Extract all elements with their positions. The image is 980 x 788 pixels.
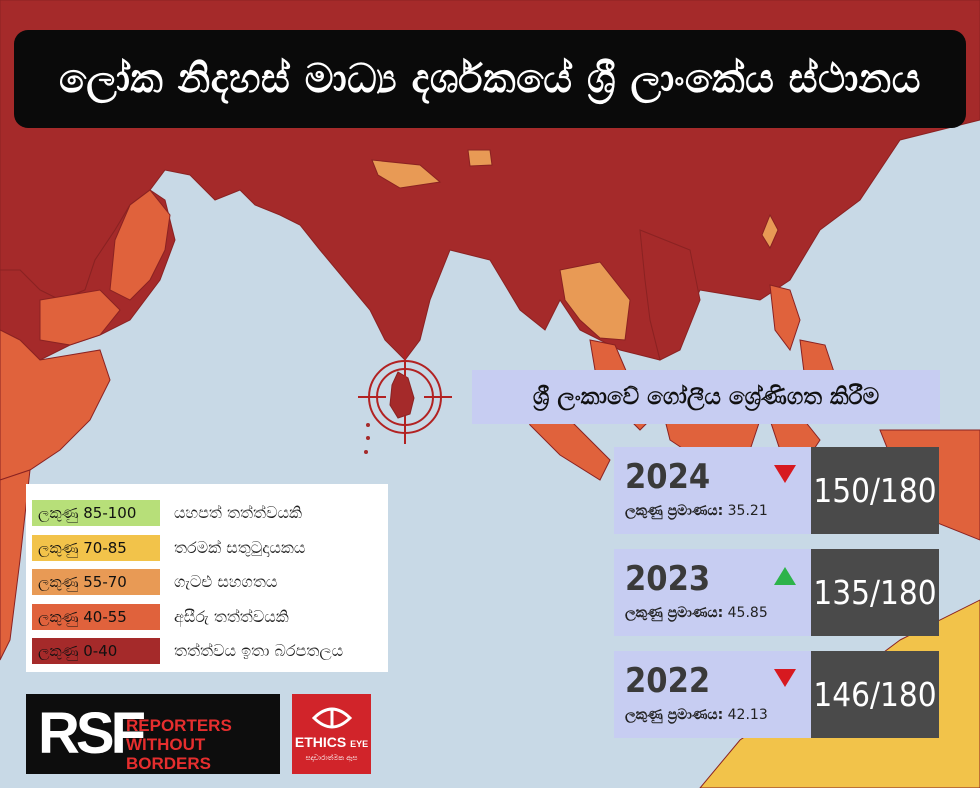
bhutan bbox=[467, 149, 493, 167]
legend-swatch: ලකුණු 0-40 bbox=[32, 638, 160, 665]
rsf-logo: RSF REPORTERS WITHOUT BORDERS bbox=[26, 694, 280, 774]
ranking-score: ලකුණු ප්‍රමාණය: 45.85 bbox=[625, 605, 768, 621]
legend-swatch: ලකුණු 70-85 bbox=[32, 534, 160, 561]
score-value: 35.21 bbox=[727, 503, 768, 519]
ranking-info-panel: 2022 ලකුණු ප්‍රමාණය: 42.13 bbox=[614, 651, 811, 738]
score-label: ලකුණු ප්‍රමාණය: bbox=[625, 707, 724, 723]
legend-swatch: ලකුණු 40-55 bbox=[32, 603, 160, 630]
eye-word: EYE bbox=[350, 739, 369, 749]
rsf-wordmark: REPORTERS WITHOUT BORDERS bbox=[126, 716, 280, 773]
ranking-position: 146/180 bbox=[811, 651, 939, 738]
ranking-row-2024: 2024 ලකුණු ප්‍රමාණය: 35.21 150/180 bbox=[614, 447, 939, 534]
legend-item: ලකුණු 0-40 තත්ත්වය ඉතා බරපතලය bbox=[32, 634, 388, 669]
trend-down-icon bbox=[774, 465, 796, 483]
score-value: 42.13 bbox=[727, 707, 768, 723]
legend-label: තත්ත්වය ඉතා බරපතලය bbox=[174, 641, 344, 661]
legend-label: තරමක් සතුටුදායකය bbox=[174, 537, 306, 557]
legend-swatch: ලකුණු 85-100 bbox=[32, 500, 160, 527]
target-reticle-icon bbox=[358, 350, 452, 444]
ranking-info-panel: 2023 ලකුණු ප්‍රමාණය: 45.85 bbox=[614, 549, 811, 636]
map-legend: ලකුණු 85-100 යහපත් තත්ත්වයකි ලකුණු 70-85… bbox=[26, 484, 388, 672]
ranking-position: 150/180 bbox=[811, 447, 939, 534]
score-label: ලකුණු ප්‍රමාණය: bbox=[625, 503, 724, 519]
ranking-year: 2024 bbox=[625, 457, 711, 497]
page-title: ලෝක නිදහස් මාධ්‍ය දර්ශකයේ ශ්‍රී ලාංකේය ස… bbox=[14, 30, 966, 128]
ethics-eye-wordmark: ETHICS EYE bbox=[292, 734, 371, 750]
ranking-row-2023: 2023 ලකුණු ප්‍රමාණය: 45.85 135/180 bbox=[614, 549, 939, 636]
legend-label: අසීරු තත්ත්වයකි bbox=[174, 606, 289, 626]
africa-south bbox=[0, 469, 31, 661]
ranking-year: 2023 bbox=[625, 559, 711, 599]
ranking-year: 2022 bbox=[625, 661, 711, 701]
eye-icon bbox=[312, 707, 352, 729]
ranking-subtitle: ශ්‍රී ලංකාවේ ගෝලීය ශ්‍රේණිගත කිරීම bbox=[472, 370, 940, 424]
nepal bbox=[371, 159, 442, 189]
yemen bbox=[39, 289, 121, 346]
legend-label: ගැටළු සහගතය bbox=[174, 572, 278, 592]
score-value: 45.85 bbox=[727, 605, 768, 621]
philippines-north bbox=[769, 284, 801, 352]
ranking-position: 135/180 bbox=[811, 549, 939, 636]
legend-label: යහපත් තත්ත්වයකි bbox=[174, 503, 302, 523]
trend-up-icon bbox=[774, 567, 796, 585]
oman bbox=[109, 189, 171, 301]
ethics-eye-logo: ETHICS EYE සදාචාරාත්මක ඇස bbox=[292, 694, 371, 774]
ethics-eye-tagline: සදාචාරාත්මක ඇස bbox=[305, 754, 358, 762]
trend-down-icon bbox=[774, 669, 796, 687]
legend-item: ලකුණු 70-85 තරමක් සතුටුදායකය bbox=[32, 531, 388, 566]
ranking-info-panel: 2024 ලකුණු ප්‍රමාණය: 35.21 bbox=[614, 447, 811, 534]
score-label: ලකුණු ප්‍රමාණය: bbox=[625, 605, 724, 621]
thailand bbox=[559, 261, 631, 341]
ethics-word: ETHICS bbox=[294, 734, 347, 750]
rsf-wordmark-line1: REPORTERS bbox=[126, 716, 232, 735]
legend-item: ලකුණු 55-70 ගැටළු සහගතය bbox=[32, 565, 388, 600]
rsf-mark: RSF bbox=[38, 701, 146, 766]
taiwan bbox=[761, 213, 779, 250]
ranking-score: ලකුණු ප්‍රමාණය: 42.13 bbox=[625, 707, 768, 723]
ranking-score: ලකුණු ප්‍රමාණය: 35.21 bbox=[625, 503, 768, 519]
legend-item: ලකුණු 40-55 අසීරු තත්ත්වයකි bbox=[32, 600, 388, 635]
ranking-row-2022: 2022 ලකුණු ප්‍රමාණය: 42.13 146/180 bbox=[614, 651, 939, 738]
vietnam bbox=[639, 229, 701, 361]
legend-item: ලකුණු 85-100 යහපත් තත්ත්වයකි bbox=[32, 496, 388, 531]
rsf-wordmark-line2: WITHOUT BORDERS bbox=[126, 735, 212, 773]
legend-swatch: ලකුණු 55-70 bbox=[32, 569, 160, 596]
